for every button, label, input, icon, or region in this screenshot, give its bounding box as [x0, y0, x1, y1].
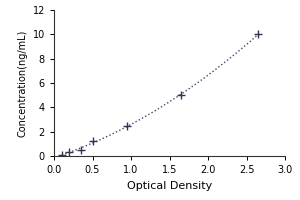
- Y-axis label: Concentration(ng/mL): Concentration(ng/mL): [17, 29, 27, 137]
- X-axis label: Optical Density: Optical Density: [127, 181, 212, 191]
